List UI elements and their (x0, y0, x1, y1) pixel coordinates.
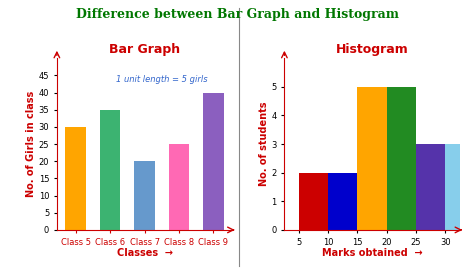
Bar (445, 144, 474, 230)
Bar (65, 127, 86, 230)
Bar (387, 87, 416, 230)
Bar (328, 173, 357, 230)
Bar (416, 144, 445, 230)
Title: Bar Graph: Bar Graph (109, 43, 180, 56)
X-axis label: Classes  →: Classes → (117, 248, 173, 258)
Bar (299, 173, 328, 230)
Title: Histogram: Histogram (336, 43, 409, 56)
Y-axis label: No. of students: No. of students (259, 102, 269, 186)
Y-axis label: No. of Girls in class: No. of Girls in class (26, 91, 36, 197)
Bar (203, 93, 224, 230)
Bar (169, 144, 189, 230)
Bar (357, 87, 387, 230)
X-axis label: Marks obtained  →: Marks obtained → (322, 248, 422, 258)
Text: Difference between Bar Graph and Histogram: Difference between Bar Graph and Histogr… (75, 8, 399, 21)
Bar (134, 161, 155, 230)
Text: 1 unit length = 5 girls: 1 unit length = 5 girls (116, 75, 208, 84)
Bar (100, 110, 120, 230)
